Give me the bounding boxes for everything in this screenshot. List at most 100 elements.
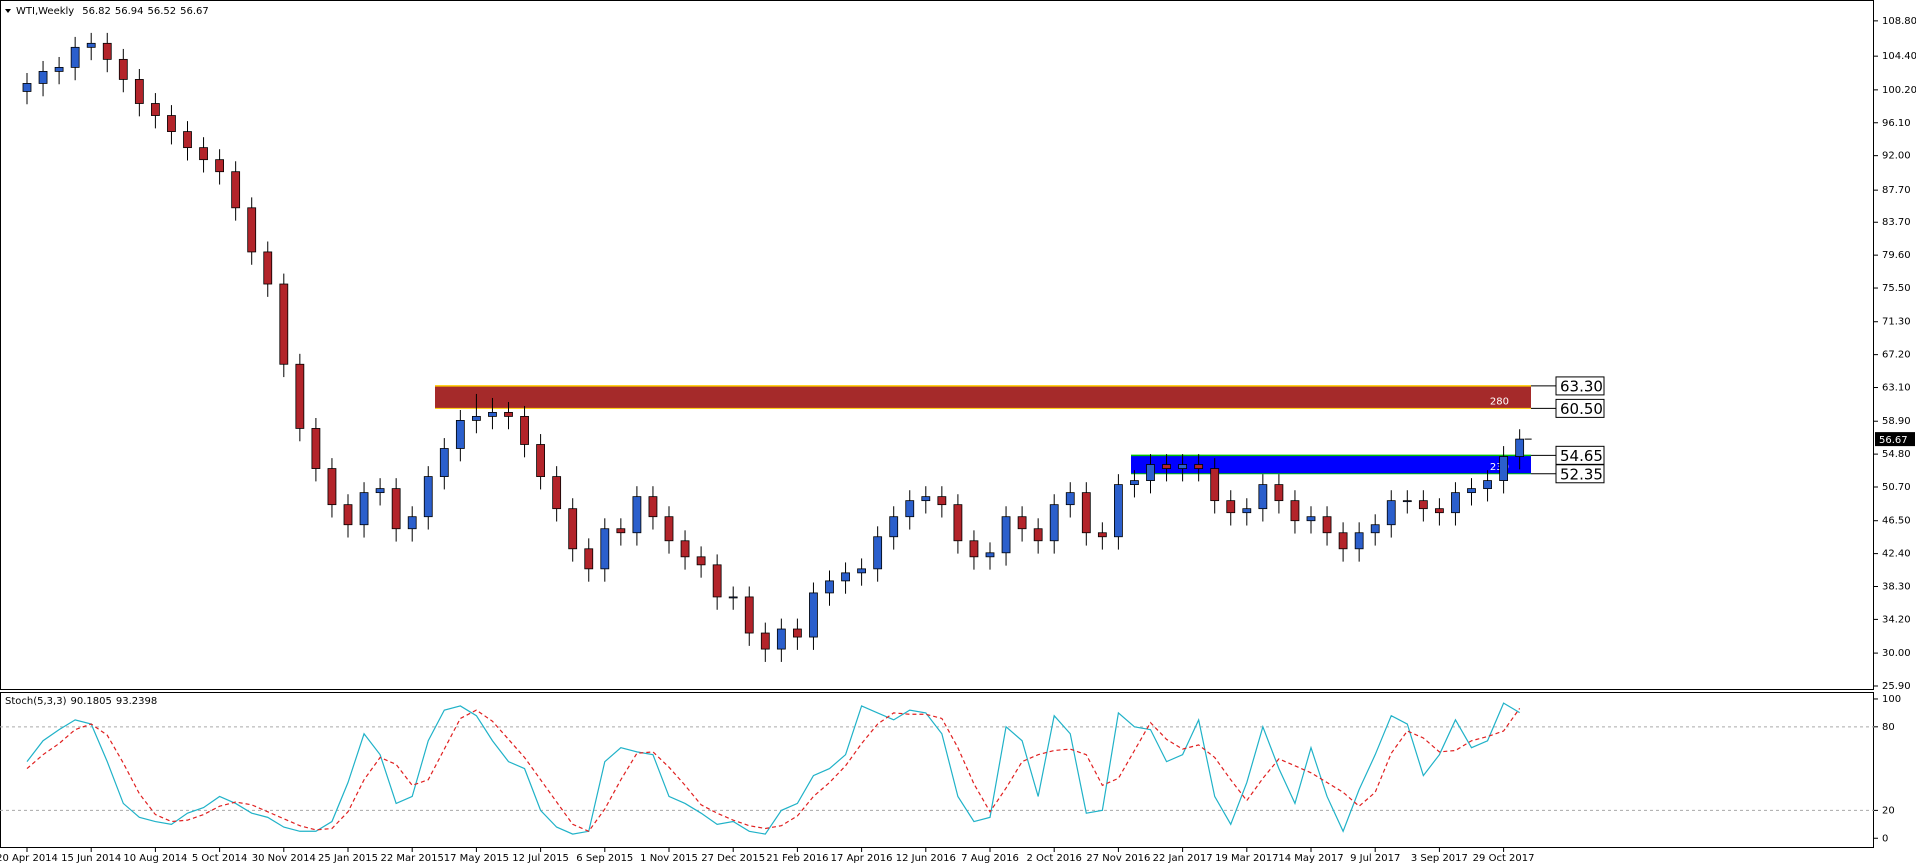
candle-body <box>504 411 513 417</box>
indicator-d: 93.2398 <box>116 696 157 707</box>
y-tick-label: 96.10 <box>1882 118 1911 129</box>
candle-body <box>616 528 626 534</box>
candle-body <box>905 500 915 518</box>
indicator-y-tick-label: 0 <box>1882 833 1888 844</box>
candle-body <box>471 416 481 421</box>
x-tick-label: 21 Feb 2016 <box>766 853 828 864</box>
x-tick-label: 14 May 2017 <box>1278 853 1343 864</box>
y-tick-label: 71.30 <box>1882 317 1911 328</box>
candle-body <box>38 71 48 84</box>
candle-body <box>54 66 64 72</box>
candle-body <box>1467 488 1476 494</box>
candle-body <box>391 488 401 530</box>
candle-body <box>1194 464 1204 469</box>
y-tick-label: 108.80 <box>1882 16 1916 27</box>
zone-price-box <box>1555 398 1605 418</box>
candle-body <box>327 468 337 506</box>
candle-body <box>1242 508 1252 514</box>
candle-body <box>1258 484 1268 510</box>
candle-body <box>1338 532 1348 550</box>
candle-body <box>1515 438 1525 457</box>
candle-body <box>1418 500 1428 510</box>
candle-body <box>22 83 32 92</box>
y-tick-label: 79.60 <box>1882 250 1911 261</box>
indicator-header: Stoch(5,3,3) 90.1805 93.2398 <box>5 696 157 707</box>
x-tick-label: 15 Jun 2014 <box>61 853 121 864</box>
zone <box>1131 455 1531 474</box>
candle-body <box>921 496 931 502</box>
y-tick-label: 87.70 <box>1882 185 1911 196</box>
candle-body <box>568 508 578 550</box>
candle-body <box>231 171 241 209</box>
candle-body <box>1049 504 1059 542</box>
candle-body <box>1226 500 1236 514</box>
candle-body <box>488 411 497 417</box>
candle-body <box>841 572 850 582</box>
x-tick-label: 25 Jan 2015 <box>318 853 378 864</box>
y-tick-label: 25.90 <box>1882 681 1911 692</box>
candle-body <box>937 496 947 506</box>
indicator-title: Stoch(5,3,3) <box>5 696 67 707</box>
zone-price-label: 63.30 <box>1560 377 1603 395</box>
y-tick-label: 34.20 <box>1882 614 1911 625</box>
y-tick-label: 30.00 <box>1882 648 1911 659</box>
candle-body <box>969 540 979 558</box>
candle-body <box>584 548 594 570</box>
indicator-y-tick-label: 20 <box>1882 805 1895 816</box>
candle-body <box>1017 516 1027 530</box>
x-tick-label: 19 Mar 2017 <box>1215 853 1278 864</box>
candle-body <box>86 42 96 48</box>
candle-body <box>1274 484 1284 502</box>
candle-body <box>1354 532 1364 550</box>
candle-body <box>712 564 722 598</box>
candle-body <box>263 251 273 285</box>
zone-label: 280 <box>1490 396 1509 407</box>
candle-body <box>728 596 738 599</box>
candle-body <box>953 504 963 542</box>
x-tick-label: 9 Jul 2017 <box>1350 853 1400 864</box>
x-tick-label: 27 Nov 2016 <box>1086 853 1150 864</box>
candle-body <box>664 516 674 542</box>
x-tick-label: 30 Nov 2014 <box>252 853 316 864</box>
x-tick-label: 17 May 2015 <box>444 853 509 864</box>
x-tick-label: 17 Apr 2016 <box>831 853 893 864</box>
candle-body <box>455 420 465 449</box>
indicator-k: 90.1805 <box>70 696 111 707</box>
menu-triangle[interactable] <box>5 9 11 13</box>
candle-body <box>1306 516 1316 522</box>
candle-body <box>1081 492 1091 534</box>
y-tick-label: 104.40 <box>1882 51 1916 62</box>
y-tick-label: 38.30 <box>1882 582 1911 593</box>
candle-body <box>1483 480 1492 490</box>
candle-body <box>102 42 112 60</box>
x-tick-label: 1 Nov 2015 <box>640 853 698 864</box>
candle-body <box>1451 492 1460 514</box>
x-tick-label: 12 Jul 2015 <box>512 853 569 864</box>
candle-body <box>167 115 176 132</box>
x-tick-label: 22 Jan 2017 <box>1153 853 1213 864</box>
x-tick-label: 27 Dec 2015 <box>701 853 765 864</box>
indicator-y-tick-label: 100 <box>1882 694 1901 705</box>
y-tick-label: 75.50 <box>1882 283 1911 294</box>
candle-body <box>1370 524 1380 534</box>
candle-body <box>985 552 995 558</box>
symbol: WTI,Weekly <box>16 6 74 17</box>
indicator-panel-border <box>0 692 1874 848</box>
candle-body <box>247 207 257 253</box>
candle-body <box>1001 516 1011 554</box>
candle-body <box>1065 492 1075 506</box>
x-tick-label: 6 Sep 2015 <box>576 853 633 864</box>
candle-body <box>1386 500 1396 526</box>
zone-price-label: 60.50 <box>1560 400 1603 418</box>
candle-body <box>873 536 883 570</box>
candle-body <box>279 283 289 365</box>
candle-body <box>1130 480 1139 486</box>
zone-price-label: 52.35 <box>1560 465 1603 483</box>
indicator-y-tick-label: 80 <box>1882 722 1895 733</box>
candle-body <box>857 568 866 574</box>
candle-body <box>776 628 786 650</box>
candle-body <box>696 556 706 566</box>
candle-body <box>375 488 385 494</box>
candle-body <box>343 504 353 526</box>
